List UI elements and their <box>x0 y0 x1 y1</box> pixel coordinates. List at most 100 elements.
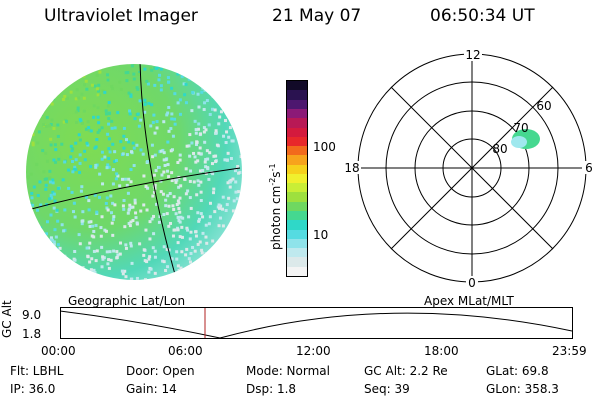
disk-pixel <box>44 124 48 128</box>
info-dsp: Dsp: 1.8 <box>246 382 297 396</box>
disk-pixel <box>236 105 240 109</box>
disk-pixel <box>107 266 111 270</box>
disk-pixel <box>33 221 37 225</box>
disk-pixel <box>241 178 242 182</box>
disk-pixel <box>235 121 239 125</box>
disk-pixel <box>26 86 30 90</box>
disk-pixel <box>122 134 126 138</box>
disk-pixel <box>185 247 189 251</box>
colorbar-swatch <box>287 248 307 258</box>
disk-pixel <box>211 239 215 243</box>
disk-pixel <box>26 92 30 96</box>
disk-pixel <box>42 123 46 127</box>
disk-pixel <box>198 265 202 269</box>
disk-pixel <box>48 180 52 184</box>
disk-pixel <box>170 112 174 116</box>
disk-pixel <box>148 255 152 259</box>
disk-pixel <box>38 69 42 73</box>
disk-pixel <box>49 137 53 141</box>
disk-pixel <box>85 246 89 250</box>
disk-pixel <box>144 278 148 280</box>
disk-pixel <box>129 241 133 245</box>
disk-pixel <box>231 260 235 264</box>
disk-pixel <box>126 191 130 195</box>
info-mode: Mode: Normal <box>246 364 330 378</box>
disk-pixel <box>69 155 73 159</box>
disk-pixel <box>141 152 145 156</box>
disk-pixel <box>221 235 225 239</box>
disk-pixel <box>155 202 159 206</box>
disk-pixel <box>54 259 58 263</box>
info-glon: GLon: 358.3 <box>486 382 559 396</box>
disk-pixel <box>71 147 75 151</box>
disk-pixel <box>188 179 192 183</box>
disk-pixel <box>157 220 161 224</box>
disk-pixel <box>184 82 188 86</box>
disk-pixel <box>207 276 211 280</box>
colorbar-swatch <box>287 201 307 212</box>
disk-pixel <box>207 177 211 181</box>
disk-pixel <box>213 274 217 278</box>
timeline-xtick-0000: 00:00 <box>41 344 76 358</box>
disk-pixel <box>110 84 114 88</box>
disk-pixel <box>52 158 56 162</box>
disk-pixel <box>184 270 188 274</box>
disk-pixel <box>59 265 63 269</box>
disk-pixel <box>194 131 198 135</box>
disk-pixel <box>199 212 203 216</box>
disk-pixel <box>150 68 154 72</box>
disk-pixel <box>179 266 183 270</box>
disk-pixel <box>233 169 237 173</box>
disk-pixel <box>129 150 133 154</box>
disk-pixel <box>241 228 242 232</box>
disk-pixel <box>122 207 126 211</box>
disk-pixel <box>120 177 124 181</box>
disk-pixel <box>61 178 65 182</box>
disk-pixel <box>178 158 182 162</box>
disk-pixel <box>199 199 203 203</box>
lat-label-80: 80 <box>492 142 507 156</box>
disk-pixel <box>178 196 182 200</box>
disk-pixel <box>175 250 179 254</box>
disk-pixel <box>73 165 77 169</box>
disk-pixel <box>214 154 218 158</box>
disk-pixel <box>107 165 111 169</box>
disk-pixel <box>147 101 151 105</box>
disk-pixel <box>163 163 167 167</box>
disk-pixel <box>103 228 107 232</box>
disk-pixel <box>63 254 67 258</box>
disk-pixel <box>55 272 59 276</box>
disk-pixel <box>170 148 174 152</box>
meridian-line <box>139 64 179 280</box>
disk-pixel <box>52 67 56 71</box>
disk-pixel <box>199 190 203 194</box>
disk-pixel <box>219 204 223 208</box>
disk-pixel <box>31 203 35 207</box>
disk-pixel <box>144 185 148 189</box>
disk-pixel <box>104 109 108 113</box>
disk-pixel <box>106 208 110 212</box>
disk-pixel <box>207 222 211 226</box>
disk-pixel <box>49 71 53 75</box>
disk-pixel <box>236 70 240 74</box>
disk-pixel <box>207 123 211 127</box>
disk-pixel <box>64 82 68 86</box>
disk-pixel <box>176 228 180 232</box>
disk-pixel <box>26 66 30 70</box>
disk-pixel <box>162 120 166 124</box>
colorbar-swatch <box>287 229 307 239</box>
disk-pixel <box>58 246 62 250</box>
disk-pixel <box>217 224 221 228</box>
disk-pixel <box>127 140 131 144</box>
colorbar-tick-10: 10 <box>313 228 329 242</box>
disk-pixel <box>132 164 136 168</box>
disk-pixel <box>129 94 133 98</box>
disk-pixel <box>174 212 178 216</box>
disk-pixel <box>155 120 159 124</box>
disk-pixel <box>67 186 71 190</box>
disk-pixel <box>127 91 131 95</box>
disk-pixel <box>30 191 34 195</box>
disk-pixel <box>100 265 104 269</box>
disk-pixel <box>192 151 196 155</box>
disk-pixel <box>36 88 40 92</box>
